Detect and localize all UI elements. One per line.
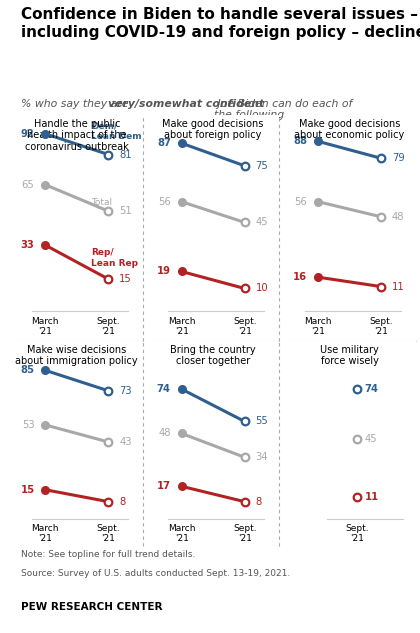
Text: 19: 19: [157, 266, 171, 277]
Text: Confidence in Biden to handle several issues –
including COVID-19 and foreign po: Confidence in Biden to handle several is…: [21, 8, 420, 41]
Text: % who say they are: % who say they are: [21, 99, 132, 109]
Text: 34: 34: [255, 453, 268, 462]
Text: Joe Biden can do each of
the following: Joe Biden can do each of the following: [213, 99, 352, 120]
Text: 74: 74: [365, 384, 379, 394]
Text: Sept.
'21: Sept. '21: [233, 524, 257, 543]
Text: 11: 11: [365, 492, 379, 501]
Text: Sept.
'21: Sept. '21: [233, 316, 257, 336]
Text: Source: Survey of U.S. adults conducted Sept. 13-19, 2021.: Source: Survey of U.S. adults conducted …: [21, 568, 290, 577]
Text: 56: 56: [158, 197, 171, 207]
Text: 43: 43: [119, 437, 131, 447]
Text: 45: 45: [365, 434, 377, 444]
Text: 45: 45: [255, 218, 268, 227]
Text: March
'21: March '21: [32, 524, 59, 543]
Text: 88: 88: [293, 136, 307, 146]
Text: very/somewhat confident: very/somewhat confident: [108, 99, 264, 109]
Text: Dem/
Lean Dem: Dem/ Lean Dem: [91, 122, 142, 141]
Text: 8: 8: [119, 497, 125, 506]
Text: Sept.
'21: Sept. '21: [97, 524, 120, 543]
Text: March
'21: March '21: [168, 524, 195, 543]
Text: 48: 48: [158, 429, 171, 439]
Text: 56: 56: [294, 197, 307, 207]
Text: PEW RESEARCH CENTER: PEW RESEARCH CENTER: [21, 603, 162, 613]
Text: 87: 87: [157, 138, 171, 148]
Text: March
'21: March '21: [304, 316, 332, 336]
Text: 33: 33: [21, 240, 34, 250]
Text: Total: Total: [91, 198, 113, 208]
Text: 81: 81: [119, 149, 132, 160]
Text: 15: 15: [20, 485, 34, 495]
Text: Sept.
'21: Sept. '21: [369, 316, 393, 336]
Text: Make good decisions
about economic policy: Make good decisions about economic polic…: [294, 118, 404, 141]
Text: 85: 85: [21, 365, 34, 375]
Text: 74: 74: [157, 384, 171, 394]
Text: 53: 53: [22, 420, 34, 430]
Text: March
'21: March '21: [32, 316, 59, 336]
Text: March
'21: March '21: [168, 316, 195, 336]
Text: 16: 16: [293, 272, 307, 282]
Text: 55: 55: [255, 417, 268, 427]
Text: 92: 92: [21, 128, 34, 139]
Text: 75: 75: [255, 161, 268, 171]
Text: Sept.
'21: Sept. '21: [345, 524, 369, 543]
Text: 8: 8: [255, 497, 262, 506]
Text: Rep/
Lean Rep: Rep/ Lean Rep: [91, 248, 138, 268]
Text: 65: 65: [22, 180, 34, 190]
Text: Sept.
'21: Sept. '21: [97, 316, 120, 336]
Text: 17: 17: [157, 481, 171, 491]
Text: 79: 79: [392, 153, 404, 163]
Text: 73: 73: [119, 385, 132, 396]
Text: 11: 11: [392, 282, 404, 292]
Text: 10: 10: [255, 284, 268, 294]
Text: Note: See topline for full trend details.: Note: See topline for full trend details…: [21, 550, 195, 559]
Text: Make good decisions
about foreign policy: Make good decisions about foreign policy: [163, 118, 264, 141]
Text: Handle the public
health impact of the
coronavirus outbreak: Handle the public health impact of the c…: [25, 118, 129, 152]
Text: Make wise decisions
about immigration policy: Make wise decisions about immigration po…: [16, 345, 138, 367]
Text: 51: 51: [119, 206, 132, 216]
Text: 15: 15: [119, 274, 132, 284]
Text: Bring the country
closer together: Bring the country closer together: [171, 345, 256, 367]
Text: 48: 48: [392, 212, 404, 222]
Text: Use military
force wisely: Use military force wisely: [320, 345, 379, 367]
